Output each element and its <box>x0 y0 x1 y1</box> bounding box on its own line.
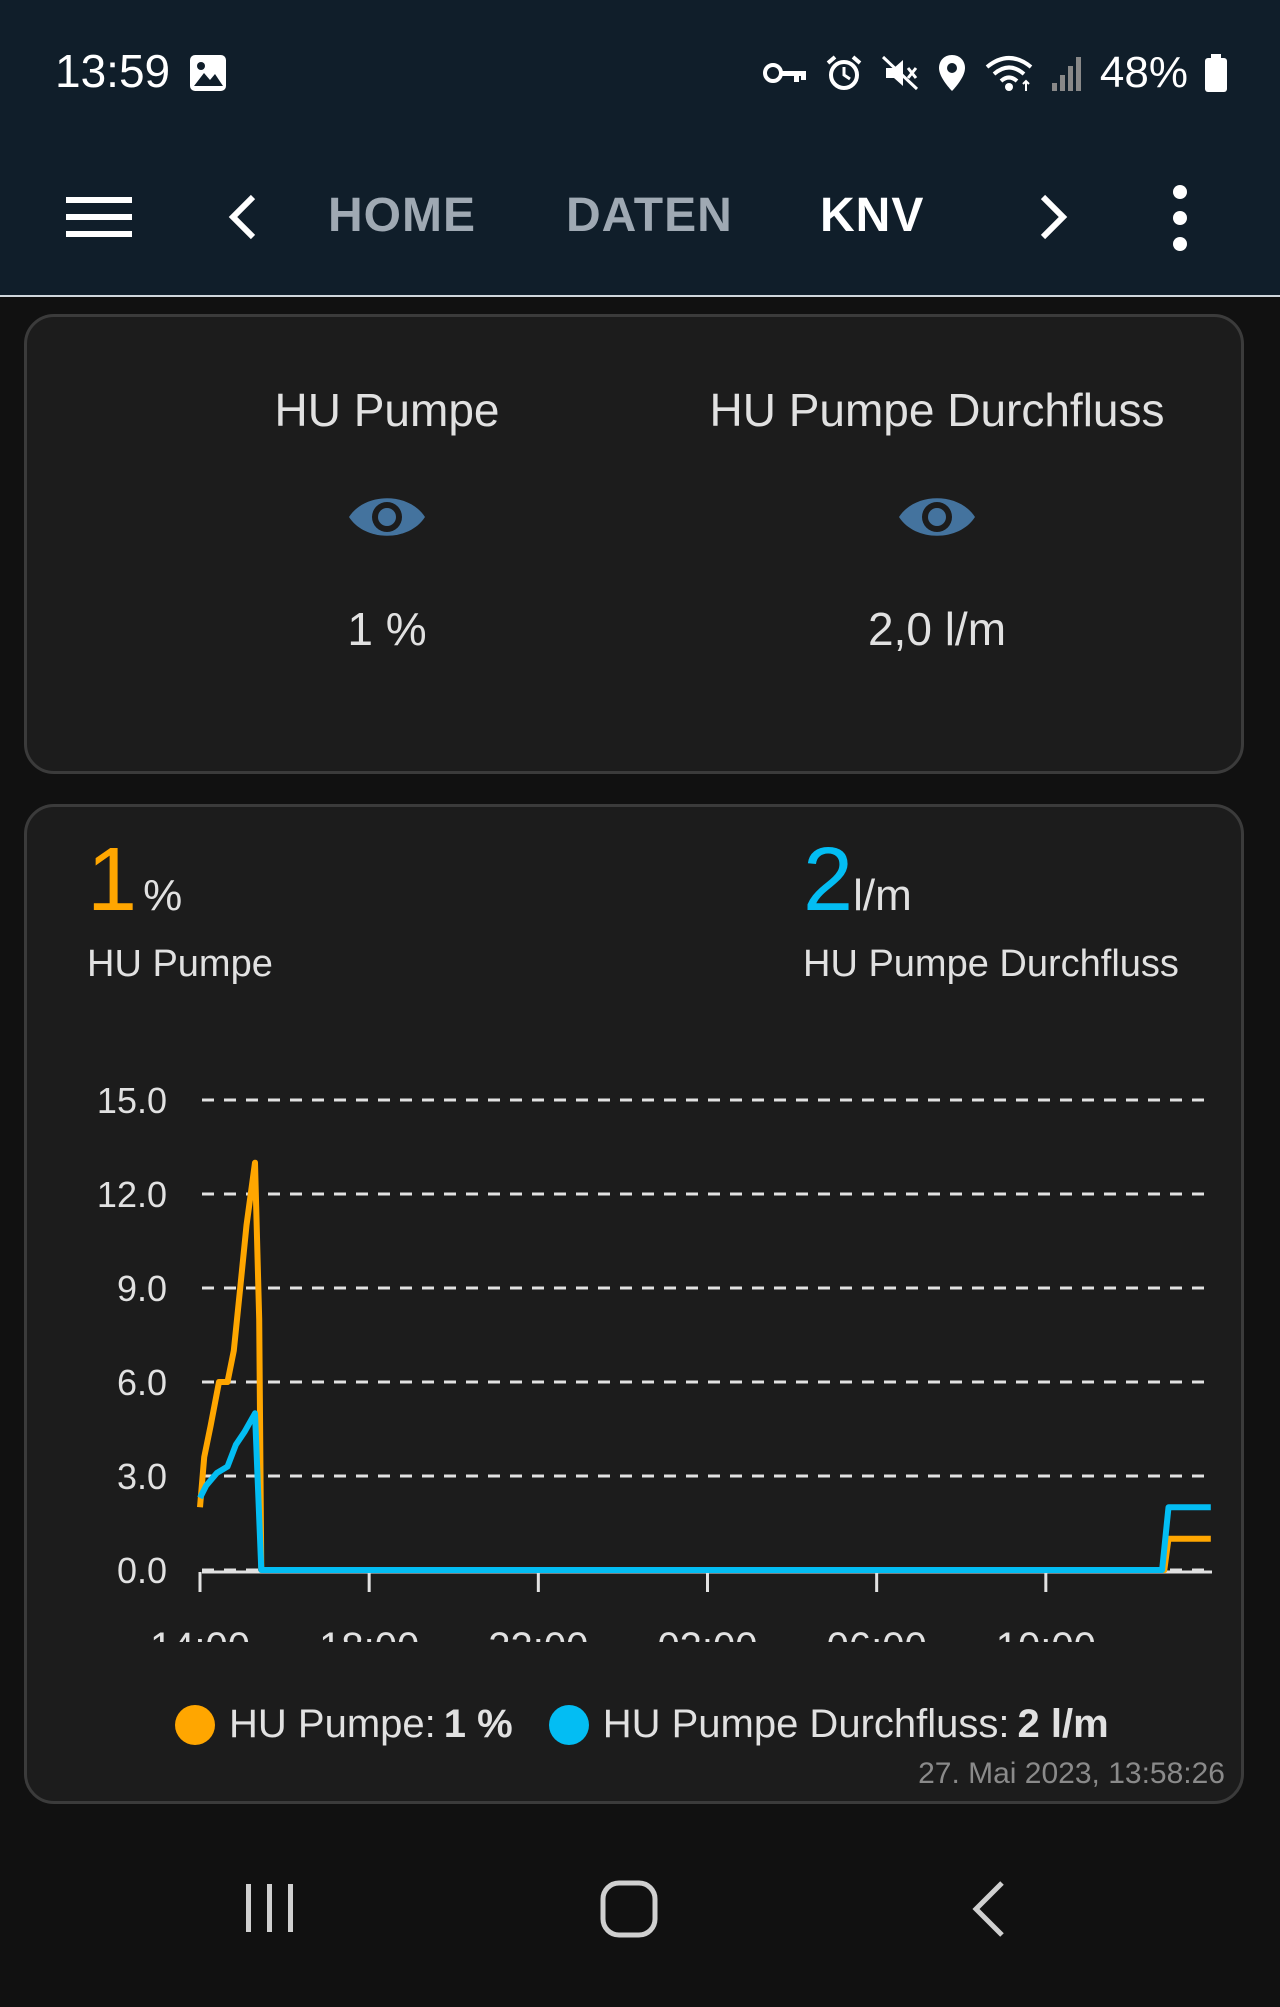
series-line <box>197 1410 1211 1573</box>
mute-icon <box>881 55 918 91</box>
back-button-icon[interactable] <box>964 1878 1014 1940</box>
header-value: 1 <box>87 830 138 930</box>
tab-knv[interactable]: KNV <box>820 189 925 242</box>
header-unit: l/m <box>853 871 912 920</box>
y-tick-label: 12.0 <box>97 1174 167 1215</box>
entity-name: HU Pumpe Durchfluss <box>709 384 1165 436</box>
legend-item-durchfluss[interactable]: HU Pumpe Durchfluss: 2 l/m <box>548 1702 1109 1747</box>
x-tick-label: 10:00 <box>996 1625 1096 1642</box>
header-name: HU Pumpe Durchfluss <box>803 943 1179 985</box>
image-icon <box>190 55 226 91</box>
history-graph-card: 1% HU Pumpe 2l/m HU Pumpe Durchfluss 15.… <box>24 804 1244 1804</box>
eye-icon <box>349 498 425 536</box>
chevron-right-icon[interactable] <box>1028 182 1078 252</box>
home-button-icon[interactable] <box>598 1878 660 1940</box>
x-tick-label: 06:00 <box>827 1625 927 1642</box>
legend-dot <box>548 1704 589 1745</box>
entity-hu-pumpe[interactable]: HU Pumpe 1 % <box>117 383 657 656</box>
series-line <box>197 1159 1211 1573</box>
wifi-icon <box>985 56 1033 91</box>
system-nav-bar <box>0 1810 1280 2007</box>
x-tick-label: 18:00 <box>319 1625 419 1642</box>
location-icon <box>938 55 965 91</box>
battery-icon <box>1205 54 1227 92</box>
signal-icon <box>1051 57 1081 91</box>
recent-apps-icon[interactable] <box>240 1878 300 1938</box>
tab-home[interactable]: HOME <box>328 189 476 242</box>
x-tick-label: 22:00 <box>488 1625 588 1642</box>
entity-name: HU Pumpe <box>274 384 500 436</box>
legend-value: 1 % <box>443 1702 513 1746</box>
y-tick-label: 15.0 <box>97 1080 167 1121</box>
entity-hu-pumpe-durchfluss[interactable]: HU Pumpe Durchfluss 2,0 l/m <box>667 383 1207 656</box>
graph-header-hu-pumpe[interactable]: 1% HU Pumpe <box>87 835 273 986</box>
entity-state: 1 % <box>347 603 427 655</box>
y-tick-label: 0.0 <box>117 1550 167 1591</box>
header-value: 2 <box>803 830 854 930</box>
x-tick-label: 02:00 <box>657 1625 757 1642</box>
legend-item-hu-pumpe[interactable]: HU Pumpe: 1 % <box>175 1702 513 1747</box>
battery-percentage: 48% <box>1099 48 1188 97</box>
more-vert-icon[interactable] <box>1160 178 1200 258</box>
status-bar: 13:59 <box>0 0 1280 140</box>
legend-dot <box>175 1704 215 1745</box>
legend-value: 2 l/m <box>1017 1702 1109 1746</box>
eye-icon <box>899 498 975 536</box>
x-tick-label: 14:00 <box>150 1625 250 1642</box>
header-unit: % <box>143 871 183 920</box>
vpn-key-icon <box>762 63 806 83</box>
legend-label: HU Pumpe Durchfluss: <box>602 1702 1010 1746</box>
last-updated-timestamp: 27. Mai 2023, 13:58:26 <box>918 1757 1225 1790</box>
tab-daten[interactable]: DATEN <box>566 189 733 242</box>
status-time: 13:59 <box>55 45 171 97</box>
menu-icon[interactable] <box>62 182 136 252</box>
app-bar: HOME DATEN KNV <box>0 140 1280 297</box>
graph-header-durchfluss[interactable]: 2l/m HU Pumpe Durchfluss <box>803 835 1179 986</box>
legend-label: HU Pumpe: <box>229 1702 436 1746</box>
y-tick-label: 6.0 <box>117 1362 167 1403</box>
y-tick-label: 3.0 <box>117 1456 167 1497</box>
entities-card: HU Pumpe 1 % HU Pumpe Durchfluss 2,0 l/m <box>24 314 1244 774</box>
chevron-left-icon[interactable] <box>218 182 268 252</box>
chart-legend: HU Pumpe: 1 % HU Pumpe Durchfluss: 2 l/m <box>175 1702 1145 1747</box>
alarm-icon <box>826 55 862 90</box>
history-chart[interactable]: 15.0 12.0 9.0 6.0 3.0 0.0 14:00 18:00 22:00 02:00… <box>27 1042 1241 1642</box>
header-name: HU Pumpe <box>87 943 273 985</box>
y-tick-label: 9.0 <box>117 1268 167 1309</box>
entity-state: 2,0 l/m <box>867 603 1007 655</box>
